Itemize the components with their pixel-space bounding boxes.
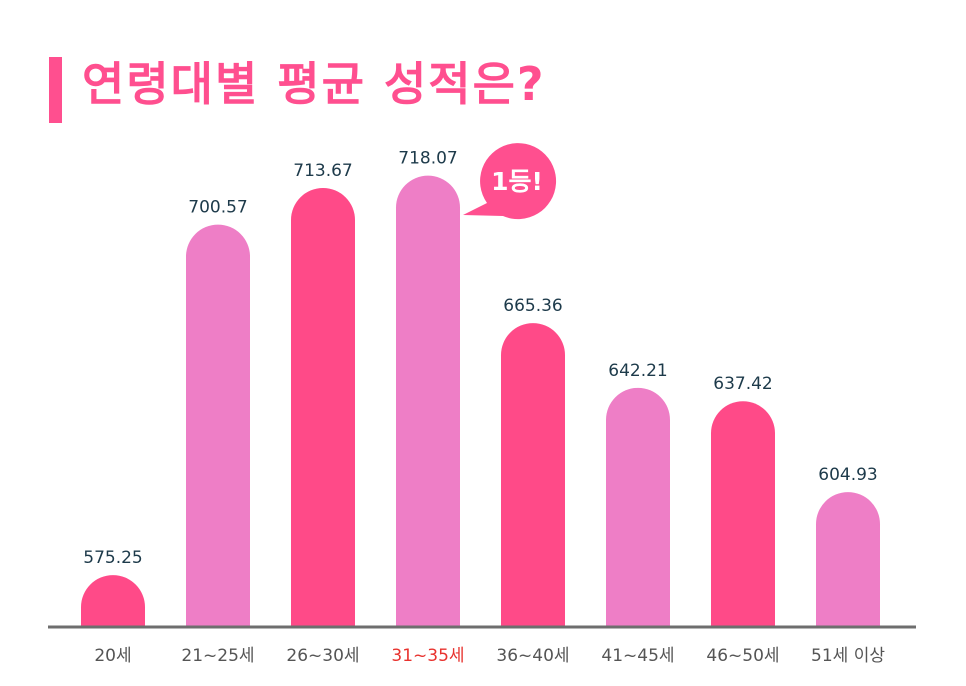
bar-21~25세 [186, 224, 250, 627]
bar-26~30세 [291, 187, 355, 627]
bars-group [81, 175, 880, 627]
category-label: 46~50세 [706, 646, 779, 666]
rank-badge-text: 1등! [491, 167, 543, 196]
rank-badge: 1등! [463, 143, 557, 220]
value-label: 604.93 [818, 465, 877, 485]
bar-36~40세 [501, 323, 565, 627]
value-label: 665.36 [503, 296, 562, 316]
category-label: 20세 [94, 646, 131, 666]
value-label: 713.67 [293, 161, 352, 181]
value-label: 718.07 [398, 149, 457, 169]
category-labels-group: 20세 21~25세 26~30세 31~35세 36~40세 41~45세 46~50세 5… [94, 646, 885, 666]
category-label: 21~25세 [181, 646, 254, 666]
category-label: 36~40세 [496, 646, 569, 666]
value-label: 700.57 [188, 198, 247, 218]
category-label: 51세 이상 [811, 646, 885, 666]
category-label: 31~35세 [391, 646, 464, 666]
chart-title: 연령대별 평균 성적은? [82, 57, 546, 111]
value-label: 637.42 [713, 374, 772, 394]
value-labels-group: 575.25 700.57 713.67 718.07 665.36 642.21 637.… [83, 149, 877, 568]
bar-46~50세 [711, 401, 775, 627]
bar-51세 이상 [816, 492, 880, 627]
bar-31~35세 [396, 175, 460, 627]
category-label: 41~45세 [601, 646, 674, 666]
speech-bubble-icon [463, 143, 557, 220]
value-label: 575.25 [83, 548, 142, 568]
category-label: 26~30세 [286, 646, 359, 666]
bar-20세 [81, 575, 145, 627]
value-label: 642.21 [608, 361, 667, 381]
bar-41~45세 [606, 387, 670, 627]
title-accent-bar [49, 57, 62, 123]
